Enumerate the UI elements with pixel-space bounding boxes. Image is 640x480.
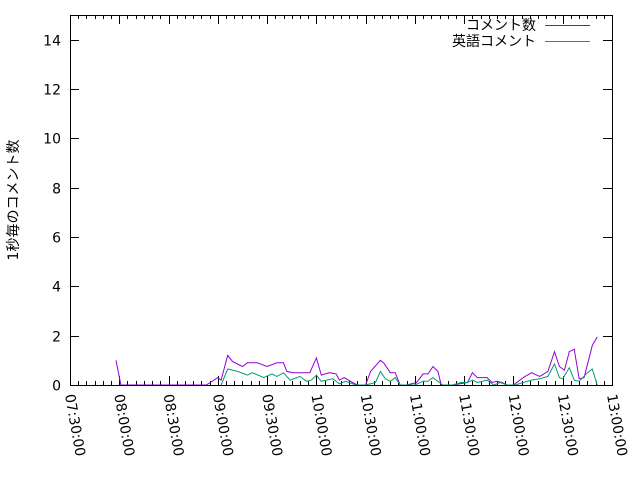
y-tick-label: 2	[52, 330, 61, 346]
legend-label-1: 英語コメント	[452, 33, 536, 50]
y-tick-label: 10	[43, 132, 61, 148]
legend: コメント数 英語コメント	[452, 18, 590, 50]
y-tick-label: 14	[43, 34, 61, 50]
x-tick-label: 12:00:00	[505, 393, 532, 458]
x-tick-label: 09:30:00	[258, 393, 285, 458]
y-tick-label: 0	[52, 379, 61, 395]
axis-ticks	[70, 15, 613, 386]
x-tick-label: 08:00:00	[110, 393, 137, 458]
y-tick-label: 12	[43, 83, 61, 99]
x-tick-label: 12:30:00	[554, 393, 581, 458]
x-tick-label: 11:00:00	[406, 393, 433, 458]
series-line-1	[220, 362, 598, 386]
x-tick-label: 08:30:00	[160, 393, 187, 458]
plot-border	[70, 15, 613, 386]
series-line-0	[115, 336, 598, 386]
x-tick-label: 09:00:00	[209, 393, 236, 458]
x-tick-label: 13:00:00	[603, 393, 630, 458]
y-tick-label: 4	[52, 280, 61, 296]
x-tick-label: 07:30:00	[61, 393, 88, 458]
x-tick-label: 11:30:00	[455, 393, 482, 458]
x-tick-label: 10:30:00	[357, 393, 384, 458]
y-tick-label: 8	[52, 182, 61, 198]
x-tick-labels: 07:30:00 08:00:00 08:30:00 09:00:00 09:30:00…	[61, 393, 630, 458]
y-axis-label: 1秒毎のコメント数	[6, 140, 22, 261]
y-tick-label: 6	[52, 231, 61, 247]
y-tick-labels: 0 2 4 6 8 10 12 14	[43, 34, 61, 395]
legend-label-0: コメント数	[466, 18, 536, 34]
series-lines	[115, 336, 598, 386]
x-tick-label: 10:00:00	[307, 393, 334, 458]
